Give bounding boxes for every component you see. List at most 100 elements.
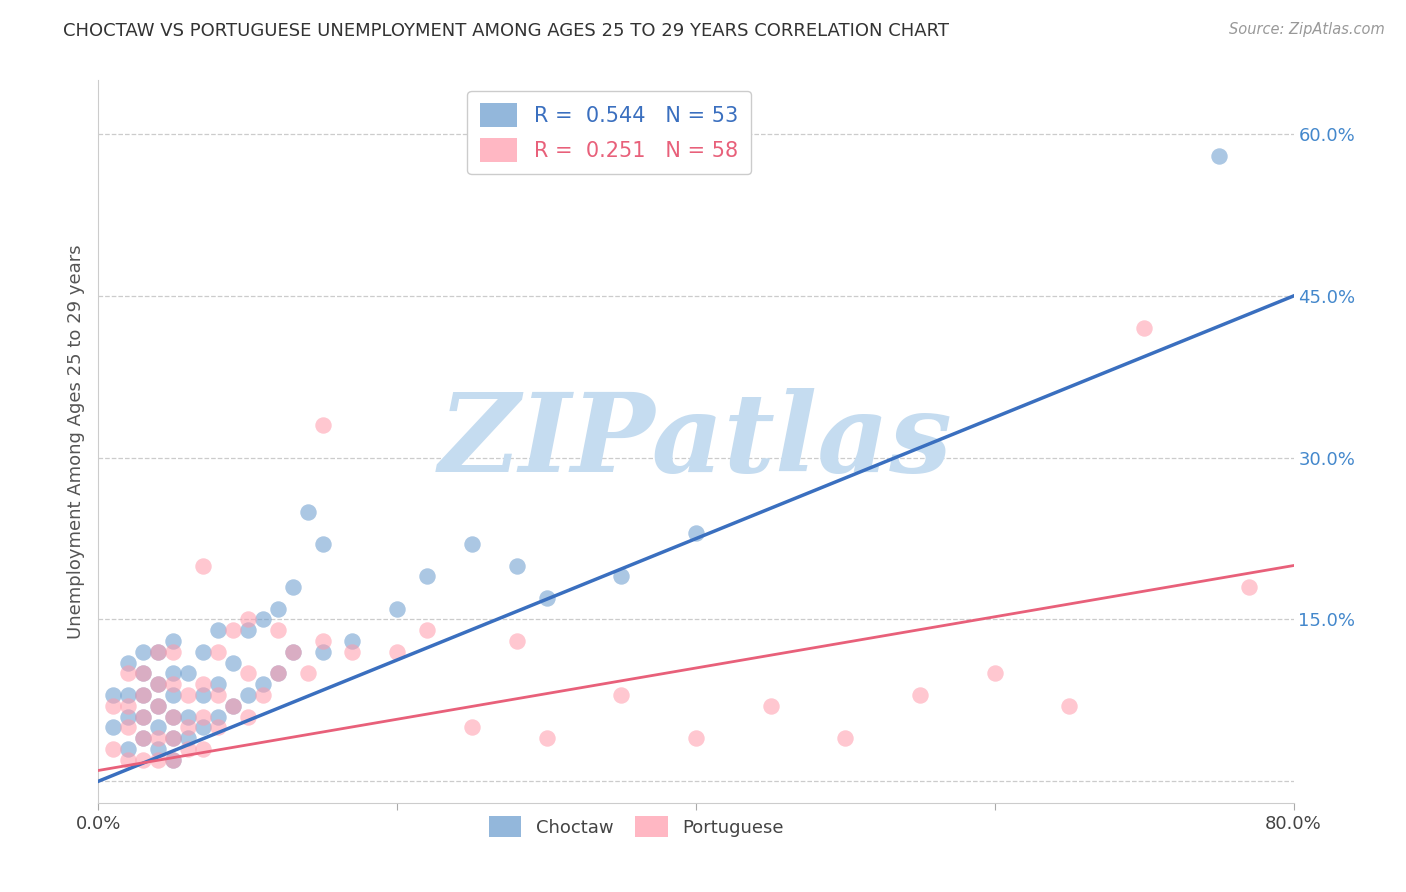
Point (177, 720, 200, 734)
Point (132, 731, 155, 745)
Point (162, 709, 184, 723)
Point (236, 688, 259, 702)
Point (685, 731, 707, 745)
Point (252, 677, 274, 691)
Y-axis label: Unemployment Among Ages 25 to 29 years: Unemployment Among Ages 25 to 29 years (66, 244, 84, 639)
Point (252, 688, 274, 702)
Point (132, 645, 155, 659)
Point (162, 753, 184, 767)
Point (222, 624, 245, 638)
Point (162, 731, 184, 745)
Point (162, 688, 184, 702)
Point (385, 601, 409, 615)
Point (117, 698, 139, 713)
Point (162, 677, 184, 691)
Point (103, 688, 125, 702)
Point (177, 742, 200, 756)
Point (117, 753, 139, 767)
Point (191, 677, 214, 691)
Point (132, 709, 155, 723)
Point (148, 753, 170, 767)
Point (132, 666, 155, 681)
Point (222, 698, 245, 713)
Point (281, 645, 304, 659)
Point (148, 645, 170, 659)
Point (984, 666, 1007, 681)
Point (117, 709, 139, 723)
Point (236, 709, 259, 723)
Point (685, 526, 707, 541)
Text: CHOCTAW VS PORTUGUESE UNEMPLOYMENT AMONG AGES 25 TO 29 YEARS CORRELATION CHART: CHOCTAW VS PORTUGUESE UNEMPLOYMENT AMONG… (63, 22, 949, 40)
Point (117, 720, 139, 734)
Point (536, 731, 558, 745)
Point (207, 688, 229, 702)
Point (536, 591, 558, 605)
Point (281, 645, 304, 659)
Text: ZIPatlas: ZIPatlas (439, 388, 953, 495)
Point (311, 418, 333, 433)
Point (191, 742, 214, 756)
Point (759, 698, 782, 713)
Point (162, 666, 184, 681)
Point (162, 709, 184, 723)
Point (191, 709, 214, 723)
Point (207, 677, 229, 691)
Point (610, 569, 633, 583)
Point (132, 731, 155, 745)
Point (416, 624, 439, 638)
Point (506, 634, 529, 648)
Point (297, 505, 319, 519)
Point (908, 688, 931, 702)
Point (117, 688, 139, 702)
Point (267, 666, 290, 681)
Point (222, 656, 245, 670)
Point (191, 720, 214, 734)
Point (103, 698, 125, 713)
Point (236, 624, 259, 638)
Point (162, 634, 184, 648)
Point (281, 580, 304, 594)
Point (148, 698, 170, 713)
Point (610, 688, 633, 702)
Point (342, 645, 364, 659)
Point (461, 537, 484, 551)
Point (506, 558, 529, 573)
Point (148, 698, 170, 713)
Point (148, 742, 170, 756)
Point (132, 709, 155, 723)
Point (461, 720, 484, 734)
Point (416, 569, 439, 583)
Point (342, 634, 364, 648)
Point (162, 645, 184, 659)
Point (162, 731, 184, 745)
Point (311, 645, 333, 659)
Point (1059, 698, 1081, 713)
Text: Source: ZipAtlas.com: Source: ZipAtlas.com (1229, 22, 1385, 37)
Point (148, 731, 170, 745)
Point (177, 666, 200, 681)
Point (222, 698, 245, 713)
Point (117, 656, 139, 670)
Point (267, 666, 290, 681)
Point (148, 677, 170, 691)
Point (297, 666, 319, 681)
Point (132, 688, 155, 702)
Point (207, 709, 229, 723)
Point (191, 558, 214, 573)
Point (236, 612, 259, 626)
Point (162, 753, 184, 767)
Point (148, 720, 170, 734)
Point (207, 645, 229, 659)
Point (191, 645, 214, 659)
Point (236, 666, 259, 681)
Point (311, 537, 333, 551)
Point (103, 720, 125, 734)
Point (1208, 149, 1230, 163)
Point (385, 645, 409, 659)
Point (132, 666, 155, 681)
Point (207, 720, 229, 734)
Point (148, 645, 170, 659)
Point (1133, 321, 1156, 335)
Point (267, 624, 290, 638)
Point (103, 742, 125, 756)
